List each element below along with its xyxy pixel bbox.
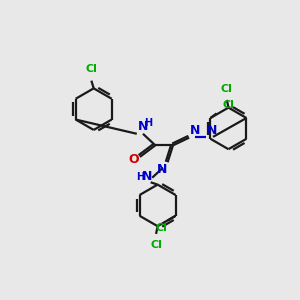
Text: N: N — [207, 124, 217, 137]
Text: Cl: Cl — [85, 64, 97, 74]
Text: N: N — [190, 124, 200, 137]
Text: N: N — [142, 170, 152, 183]
Text: O: O — [128, 154, 139, 166]
Text: N: N — [138, 120, 148, 133]
Text: Cl: Cl — [223, 100, 235, 110]
Text: H: H — [136, 172, 145, 182]
Text: Cl: Cl — [150, 240, 162, 250]
Text: Cl: Cl — [156, 224, 168, 233]
Text: N: N — [157, 163, 167, 176]
Text: H: H — [144, 118, 152, 128]
Text: Cl: Cl — [221, 84, 233, 94]
